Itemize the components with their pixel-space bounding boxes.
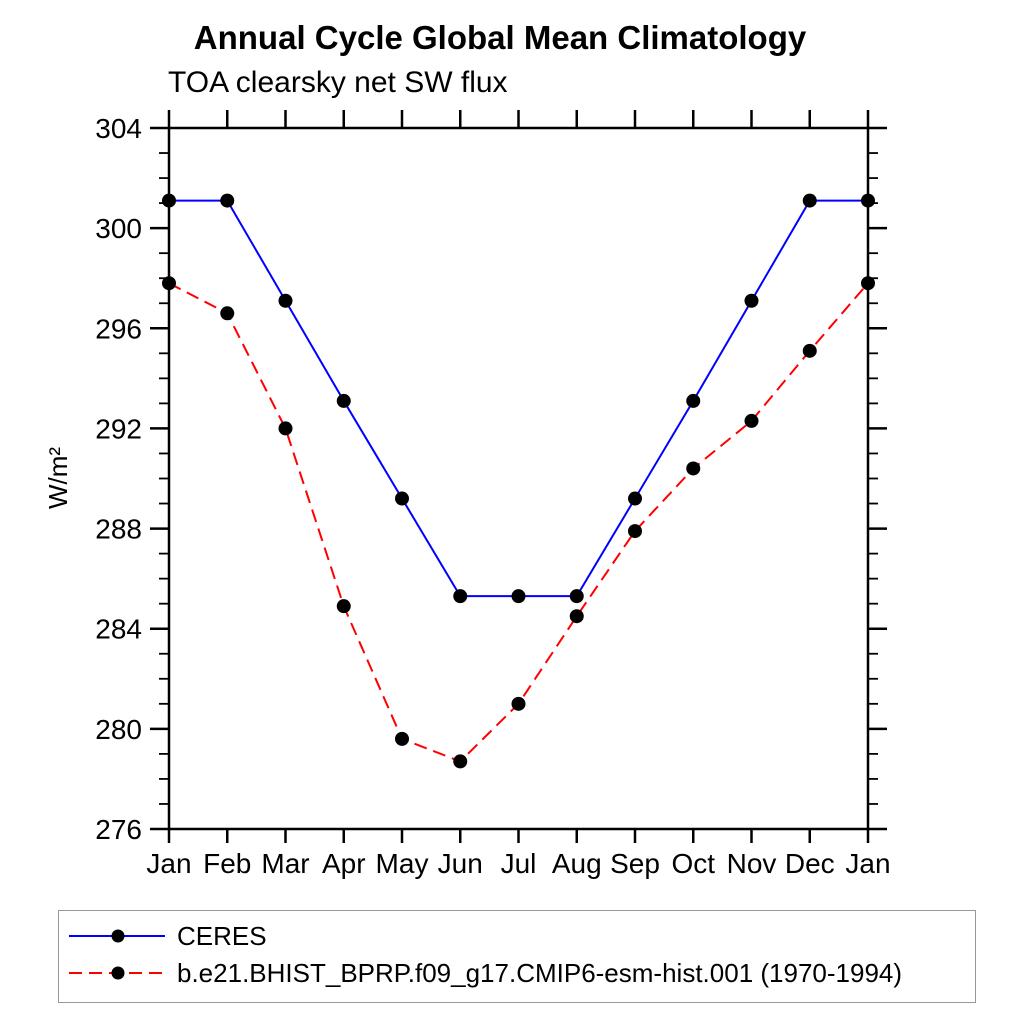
x-tick-label: Nov — [727, 848, 777, 879]
x-tick-label: Sep — [610, 848, 660, 879]
legend-sample-ceres-icon — [69, 929, 165, 943]
data-point-model — [395, 731, 409, 746]
x-tick-label: Feb — [203, 848, 251, 879]
data-point-ceres — [220, 193, 235, 208]
x-tick-label: Jul — [501, 848, 537, 879]
data-point-model — [744, 413, 759, 428]
data-point-ceres — [336, 393, 351, 408]
y-axis-title: W/m² — [43, 446, 73, 510]
data-point-ceres — [802, 193, 817, 208]
data-point-ceres — [162, 193, 176, 208]
legend-box: CERES b.e21.BHIST_BPRP.f09_g17.CMIP6-esm… — [58, 910, 976, 1003]
y-tick-label: 292 — [95, 413, 142, 444]
legend-entry-ceres: CERES — [64, 921, 267, 951]
x-tick-label: Jun — [438, 848, 483, 879]
legend-marker-dot-icon — [111, 966, 125, 980]
legend-entry-model: b.e21.BHIST_BPRP.f09_g17.CMIP6-esm-hist.… — [64, 958, 902, 988]
y-tick-label: 304 — [95, 113, 142, 144]
y-tick-label: 288 — [95, 514, 142, 545]
x-tick-label: Jan — [146, 848, 191, 879]
data-point-model — [802, 343, 817, 358]
data-point-ceres — [395, 491, 409, 506]
plot-frame — [167, 126, 870, 831]
legend-marker-dot-icon — [111, 929, 125, 943]
data-point-ceres — [628, 491, 642, 506]
data-point-model — [686, 461, 701, 476]
data-point-model — [220, 306, 235, 321]
x-tick-label: Aug — [552, 848, 602, 879]
legend-label-ceres: CERES — [177, 920, 267, 951]
y-tick-label: 284 — [95, 614, 142, 645]
data-point-model — [278, 421, 293, 436]
data-point-ceres — [278, 293, 293, 308]
data-point-model — [453, 754, 468, 769]
x-tick-label: Oct — [671, 848, 715, 879]
y-tick-label: 276 — [95, 814, 142, 845]
data-point-ceres — [453, 589, 468, 604]
chart-subtitle: TOA clearsky net SW flux — [168, 66, 508, 99]
data-point-model — [861, 276, 875, 291]
x-tick-label: Apr — [322, 848, 366, 879]
data-point-ceres — [511, 589, 526, 604]
x-tick-label: May — [376, 848, 429, 879]
data-point-model — [162, 276, 176, 291]
data-point-ceres — [861, 193, 875, 208]
data-point-ceres — [569, 589, 584, 604]
data-point-ceres — [744, 293, 759, 308]
series-line-model — [168, 282, 869, 763]
y-tick-label: 300 — [95, 213, 142, 244]
chart-title: Annual Cycle Global Mean Climatology — [193, 19, 807, 56]
data-point-model — [569, 609, 584, 624]
x-tick-label: Mar — [261, 848, 309, 879]
data-point-model — [628, 524, 642, 539]
x-tick-label: Jan — [845, 848, 890, 879]
x-tick-label: Dec — [785, 848, 835, 879]
data-point-model — [511, 696, 526, 711]
chart-canvas: 276 280 284 288 292 296 300 304 Jan Feb Mar Apr May J… — [95, 110, 891, 879]
legend-label-model: b.e21.BHIST_BPRP.f09_g17.CMIP6-esm-hist.… — [177, 957, 903, 988]
data-point-ceres — [686, 393, 701, 408]
legend-sample-model-icon — [69, 966, 165, 980]
y-tick-label: 280 — [95, 714, 142, 745]
y-tick-label: 296 — [95, 313, 142, 344]
data-point-model — [336, 599, 351, 614]
series-line-ceres — [169, 199, 868, 598]
